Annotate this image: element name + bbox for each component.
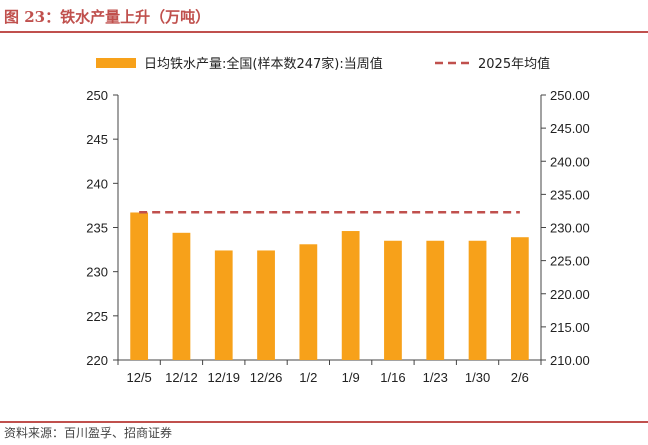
y-left-tick-label-0: 220 xyxy=(86,353,108,368)
y-right-tick-label-5: 235.00 xyxy=(550,187,590,202)
bars-series xyxy=(130,212,529,360)
bar-4 xyxy=(299,244,318,360)
legend-swatch-bar xyxy=(96,58,136,68)
x-tick-label-5: 1/9 xyxy=(342,370,360,385)
x-tick-label-0: 12/5 xyxy=(126,370,151,385)
y-left-tick-label-4: 240 xyxy=(86,176,108,191)
bar-3 xyxy=(257,250,275,360)
y-axis-left: 220 225 230 235 240 245 250 xyxy=(86,88,118,368)
x-tick-label-9: 2/6 xyxy=(511,370,529,385)
y-right-tick-label-8: 250.00 xyxy=(550,88,590,103)
figure-source: 资料来源：百川盈孚、招商证券 xyxy=(4,426,173,440)
y-right-tick-label-0: 210.00 xyxy=(550,353,590,368)
x-tick-label-8: 1/30 xyxy=(465,370,490,385)
y-left-tick-label-2: 230 xyxy=(86,265,108,280)
y-right-tick-label-7: 245.00 xyxy=(550,121,590,136)
y-right-tick-label-6: 240.00 xyxy=(550,154,590,169)
legend-label-bar: 日均铁水产量:全国(样本数247家):当周值 xyxy=(144,56,383,72)
bar-8 xyxy=(468,240,487,360)
bar-7 xyxy=(426,240,445,360)
y-right-tick-label-2: 220.00 xyxy=(550,287,590,302)
source-rule xyxy=(0,421,648,423)
x-tick-label-2: 12/19 xyxy=(207,370,240,385)
y-left-tick-label-5: 245 xyxy=(86,132,108,147)
bar-2 xyxy=(214,250,233,360)
x-tick-label-7: 1/23 xyxy=(423,370,448,385)
bar-0 xyxy=(130,212,149,360)
x-tick-label-4: 1/2 xyxy=(299,370,317,385)
bar-6 xyxy=(384,240,402,360)
legend-label-avg: 2025年均值 xyxy=(478,56,550,72)
y-right-tick-label-1: 215.00 xyxy=(550,320,590,335)
y-right-tick-label-4: 230.00 xyxy=(550,221,590,236)
y-right-tick-label-3: 225.00 xyxy=(550,254,590,269)
x-tick-label-3: 12/26 xyxy=(250,370,283,385)
title-rule xyxy=(0,31,648,33)
bar-5 xyxy=(341,231,360,360)
legend: 日均铁水产量:全国(样本数247家):当周值 2025年均值 xyxy=(96,56,550,72)
bar-1 xyxy=(172,232,191,360)
y-axis-right: 210.00 215.00 220.00 225.00 230.00 235.00 240.… xyxy=(541,88,590,368)
x-tick-label-1: 12/12 xyxy=(165,370,198,385)
y-left-tick-label-1: 225 xyxy=(86,309,108,324)
y-left-tick-label-6: 250 xyxy=(86,88,108,103)
bar-9 xyxy=(510,237,529,360)
figure-title: 图 23：铁水产量上升（万吨） xyxy=(4,8,211,26)
x-tick-label-6: 1/16 xyxy=(380,370,405,385)
x-axis-ticks: 12/5 12/12 12/19 12/26 1/2 1/9 1/16 1/23 1/30 2/6 xyxy=(117,360,542,385)
y-left-tick-label-3: 235 xyxy=(86,221,108,236)
